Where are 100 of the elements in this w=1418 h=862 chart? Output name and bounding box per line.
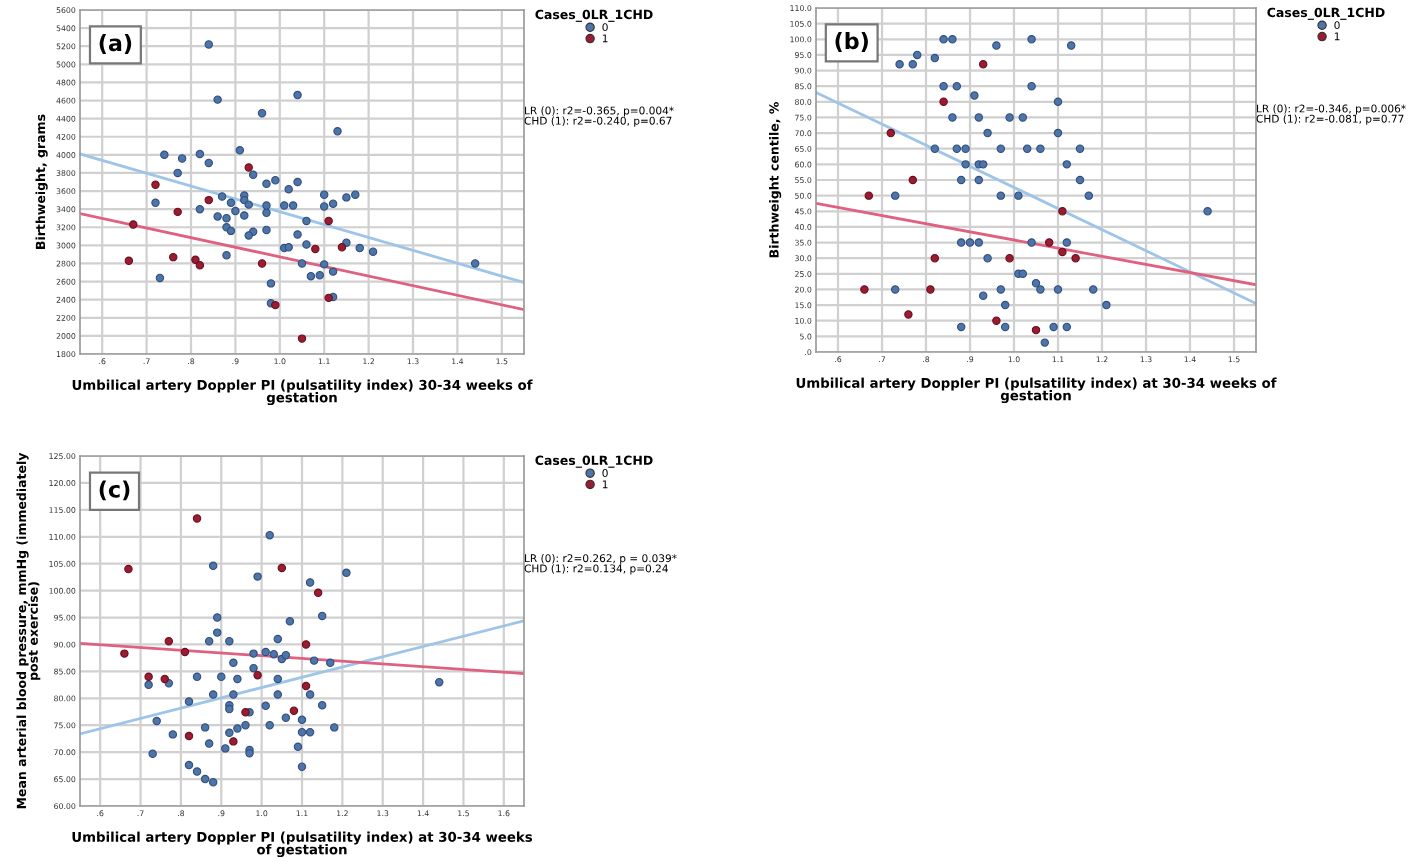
point [173,168,182,178]
point [978,60,988,69]
point [262,179,271,189]
point [144,672,153,681]
point [337,242,347,252]
point [864,191,874,200]
point [160,674,169,684]
point [151,180,160,189]
point [240,211,249,220]
point [271,175,280,185]
point [301,681,311,691]
point [1031,325,1041,335]
point [204,40,213,49]
point [213,95,222,104]
point [173,207,182,217]
point [160,150,169,160]
point [1005,253,1014,263]
point [277,563,287,573]
point [124,256,134,265]
point [324,216,333,226]
point [244,163,253,172]
point [333,127,342,136]
point [328,199,338,208]
annotation: (b) [835,32,868,52]
point [293,230,302,239]
point [280,201,289,210]
point [860,285,869,294]
point [195,149,205,159]
point [266,279,276,288]
point [195,261,205,270]
point [184,731,194,741]
point [226,198,236,208]
point [124,564,133,574]
point [204,195,213,205]
point [355,243,364,253]
point [315,271,324,280]
point [926,285,935,294]
annotation: (c) [99,480,130,501]
point [319,202,329,211]
point [229,737,238,746]
point [930,253,940,263]
point [939,97,948,107]
point [306,271,316,281]
point [213,212,222,221]
point [328,267,338,276]
point [908,175,918,185]
point [297,259,307,268]
point [192,514,202,523]
point [293,177,302,187]
point [311,244,320,254]
point [244,231,253,240]
point [289,706,299,715]
point [253,670,262,680]
point [222,213,231,223]
point [301,640,311,649]
point [164,637,174,646]
point [297,334,307,343]
point [129,220,138,229]
annotation: (a) [99,34,132,54]
point [191,255,200,265]
point [886,128,896,138]
point [257,259,267,268]
point [235,146,245,155]
point [1058,247,1067,257]
point [288,201,298,210]
point [293,90,302,100]
point [904,310,913,319]
point [169,252,178,262]
point [257,108,267,118]
point [151,198,160,208]
point [470,259,480,268]
point [155,273,165,283]
point [226,226,236,236]
point [231,206,240,216]
point [313,588,323,597]
point [120,649,129,658]
point [195,204,205,214]
point [262,225,271,235]
point [262,208,271,218]
point [180,647,190,657]
point [324,293,333,303]
point [368,247,378,256]
point [284,185,293,194]
point [302,240,311,249]
point [248,170,258,179]
point [244,200,253,209]
point [319,190,329,199]
point [222,251,231,260]
point [319,260,329,269]
point [302,216,311,226]
point [1058,207,1067,216]
point [271,300,280,310]
point [342,193,351,202]
point [177,154,187,163]
point [992,316,1001,325]
point [351,190,360,199]
point [262,201,271,210]
point [204,158,213,168]
point [1071,253,1080,263]
point [217,192,227,201]
